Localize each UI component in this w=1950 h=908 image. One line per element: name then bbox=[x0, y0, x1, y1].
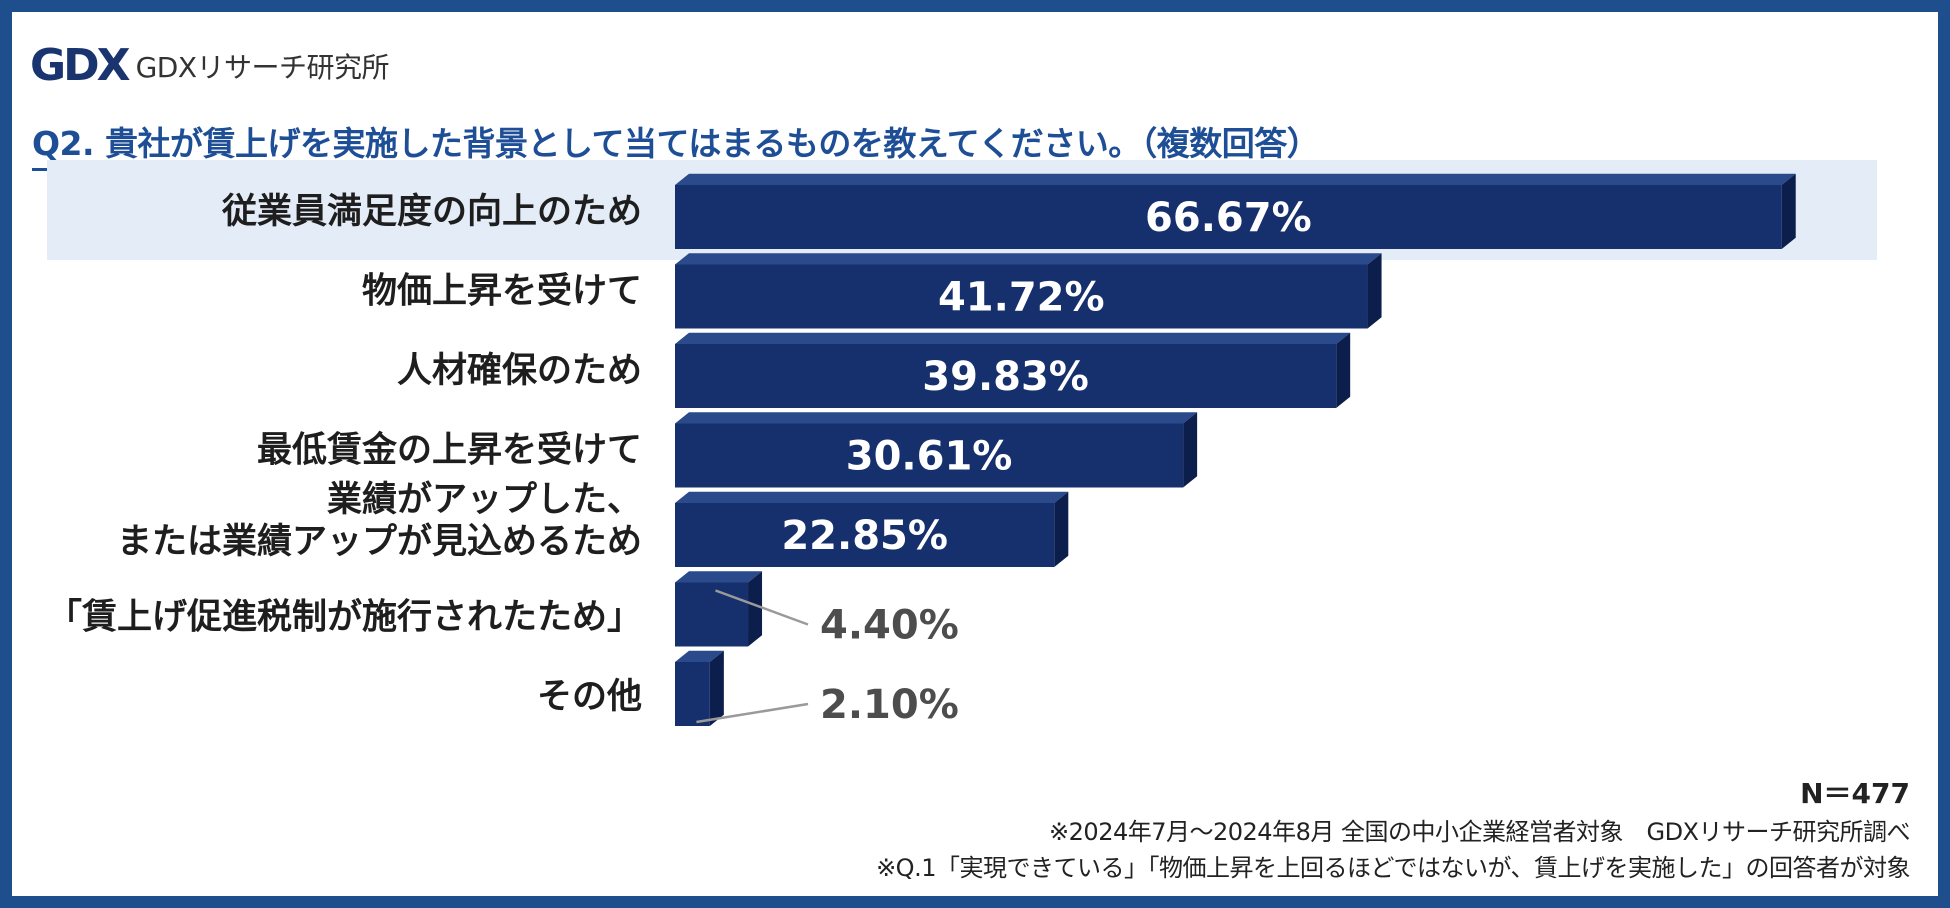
category-label: 物価上昇を受けて bbox=[362, 272, 642, 312]
bar-side-face bbox=[709, 650, 724, 726]
bar-top-face bbox=[675, 571, 763, 583]
value-label: 30.61% bbox=[846, 434, 1013, 480]
bar-side-face bbox=[1054, 491, 1069, 567]
bar-side-face bbox=[1781, 173, 1796, 249]
value-label: 41.72% bbox=[938, 275, 1105, 321]
bar bbox=[675, 264, 1368, 329]
value-label: 22.85% bbox=[781, 513, 948, 559]
category-label: 業績がアップした、 bbox=[327, 480, 642, 520]
category-label: 「賃上げ促進税制が施行されたため」 bbox=[47, 598, 642, 638]
logo: GDX GDXリサーチ研究所 bbox=[30, 40, 390, 91]
bar bbox=[675, 582, 749, 647]
leader-line bbox=[715, 589, 809, 626]
bar bbox=[675, 662, 710, 726]
bar-side-face bbox=[1367, 253, 1382, 329]
bar-side-face bbox=[1336, 332, 1351, 408]
category-label: その他 bbox=[537, 677, 642, 717]
bar bbox=[675, 503, 1055, 567]
bar-side-face bbox=[748, 571, 763, 647]
bar bbox=[675, 423, 1184, 488]
bar-top-face bbox=[675, 173, 1796, 185]
value-label: 4.40% bbox=[820, 603, 959, 649]
value-label: 39.83% bbox=[922, 354, 1089, 400]
target-note: ※Q.1「実現できている」「物価上昇を上回るほどではないが、賃上げを実施した」の… bbox=[876, 854, 1910, 882]
bar bbox=[675, 185, 1782, 249]
bar-top-face bbox=[675, 412, 1198, 424]
sample-size: N＝477 bbox=[1800, 777, 1910, 810]
logo-text: GDXリサーチ研究所 bbox=[135, 51, 390, 84]
category-label: 最低賃金の上昇を受けて bbox=[257, 430, 642, 471]
category-label: 人材確保のため bbox=[397, 351, 642, 391]
value-label: 66.67% bbox=[1145, 195, 1312, 241]
bar-top-face bbox=[675, 253, 1382, 265]
bar bbox=[675, 344, 1337, 408]
bar-top-face bbox=[675, 491, 1069, 503]
value-label: 2.10% bbox=[820, 682, 959, 728]
bar-top-face bbox=[675, 332, 1351, 344]
bar-top-face bbox=[675, 650, 724, 662]
survey-note: ※2024年7月～2024年8月 全国の中小企業経営者対象 GDXリサーチ研究所… bbox=[1049, 818, 1910, 846]
gdx-logo-mark: GDX bbox=[30, 40, 131, 91]
bar-chart: 66.67% 従業員満足度の向上のため 41.72% 物価上昇を受けて 39.83% 人材… bbox=[47, 160, 1877, 728]
bar-side-face bbox=[1183, 412, 1198, 488]
leader-line bbox=[696, 702, 809, 724]
category-label: または業績アップが見込めるため bbox=[117, 522, 642, 562]
category-label: 従業員満足度の向上のため bbox=[221, 192, 642, 232]
